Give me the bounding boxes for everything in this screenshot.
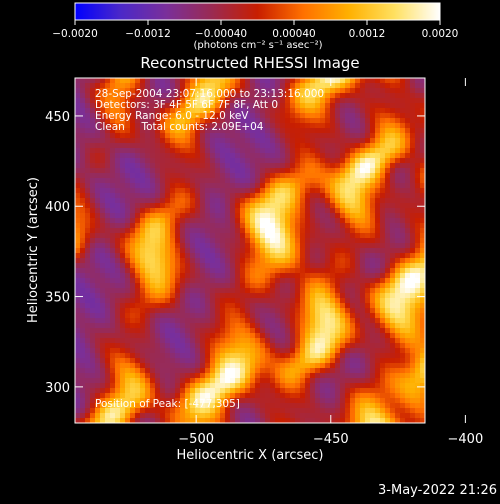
heatmap-image [75,78,425,423]
colorbar-ticks: −0.0020 −0.0012 −0.00040 0.00040 0.0012 0.002… [52,20,458,40]
observation-info: 28-Sep-2004 23:07:16.000 to 23:13:16.000… [95,88,324,133]
colorbar: −0.0020 −0.0012 −0.00040 0.00040 0.0012 0.002… [52,2,458,51]
colorbar-tick-label: −0.0020 [52,28,98,40]
colorbar-tick-label: 0.00040 [272,28,315,40]
y-tick-label: 350 [45,291,70,306]
colorbar-tick-label: 0.0020 [422,28,459,40]
colorbar-unit-label: (photons cm⁻² s⁻¹ asec⁻²) [193,40,322,51]
colorbar-tick-label: −0.00040 [195,28,247,40]
annotation-clean-counts: Clean Total counts: 2.09E+04 [95,121,264,133]
peak-position-label: Position of Peak: [-477,305] [95,398,240,410]
footer-date: 3-May-2022 21:26 [378,483,497,498]
chart-title: Reconstructed RHESSI Image [140,54,359,72]
colorbar-tick-label: 0.0012 [349,28,386,40]
y-tick-label: 400 [45,200,70,215]
y-axis: 300 350 400 450 [45,110,425,396]
x-tick-label: −450 [313,432,349,447]
colorbar-tick-label: −0.0012 [125,28,171,40]
x-axis: −500 −450 −400 [178,78,483,447]
y-axis-label: Heliocentric Y (arcsec) [26,177,41,323]
y-tick-label: 300 [45,381,70,396]
annotation-energy-range: Energy Range: 6.0 - 12.0 keV [95,110,249,122]
x-tick-label: −500 [178,432,214,447]
annotation-detectors: Detectors: 3F 4F 5F 6F 7F 8F, Att 0 [95,99,278,111]
annotation-time-range: 28-Sep-2004 23:07:16.000 to 23:13:16.000 [95,88,324,100]
colorbar-gradient [74,2,441,21]
y-tick-label: 450 [45,110,70,125]
x-axis-label: Heliocentric X (arcsec) [177,448,324,463]
plot-frame [74,77,426,424]
x-tick-label: −400 [448,432,484,447]
